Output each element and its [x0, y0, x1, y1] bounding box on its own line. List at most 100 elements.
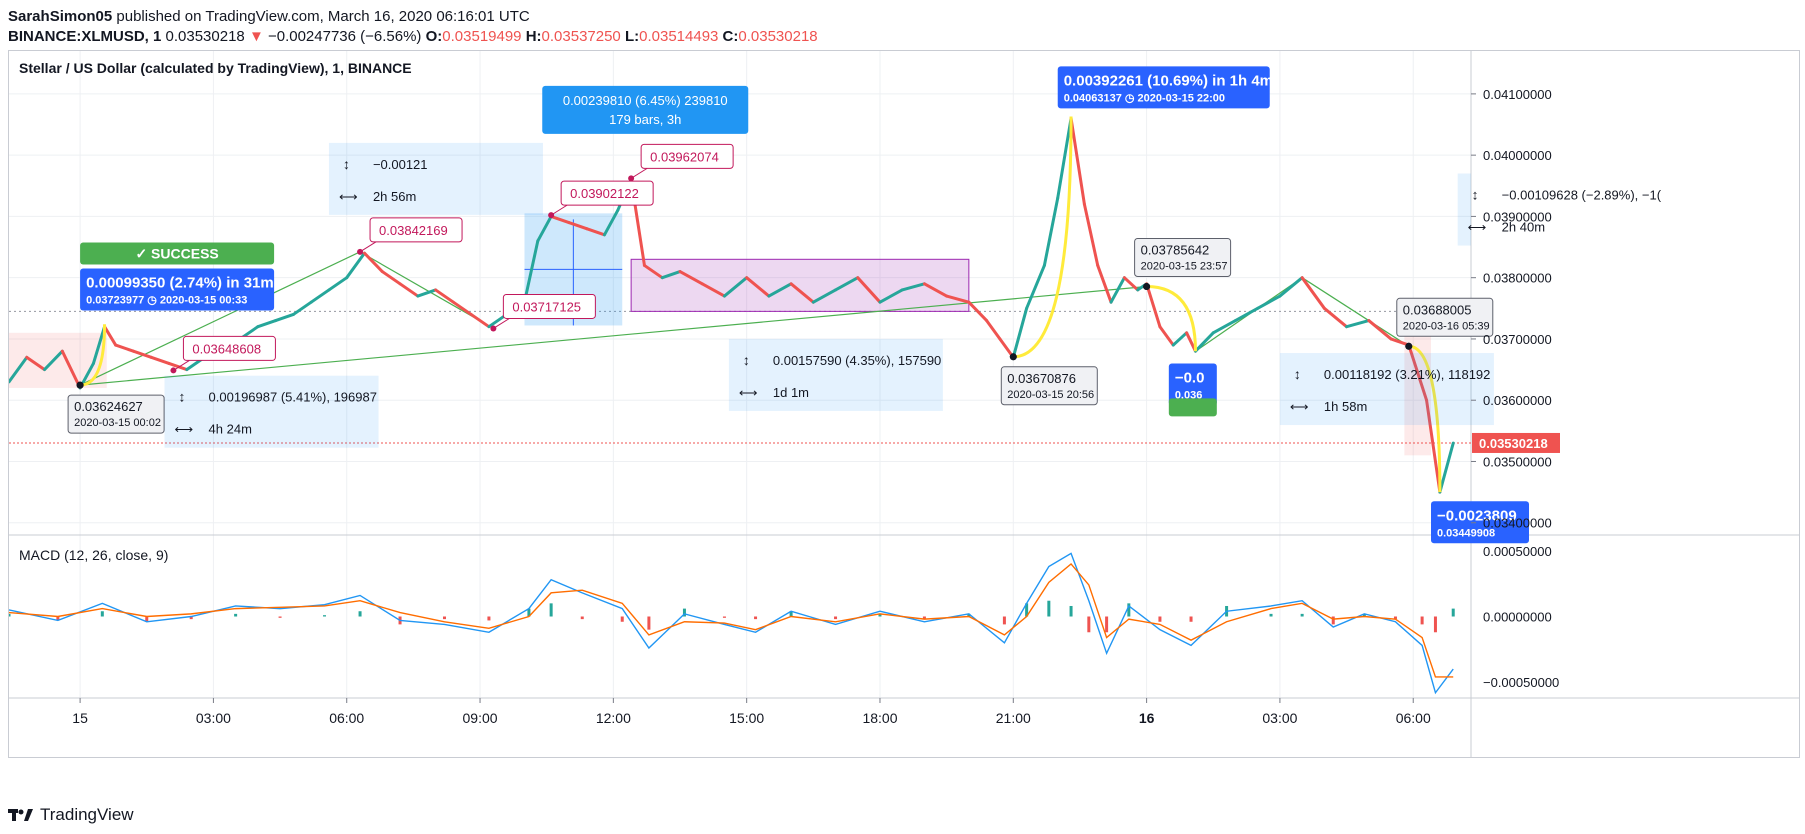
price-segment	[900, 282, 926, 292]
price-segment	[549, 214, 571, 225]
macd-histogram-bar	[1420, 616, 1424, 625]
measure-span: 2h 40m	[1502, 220, 1545, 235]
macd-histogram-bar	[722, 616, 726, 618]
price-label-box	[560, 180, 654, 206]
measure-delta: −0.00121	[373, 157, 428, 172]
macd-histogram-bar	[1158, 616, 1162, 622]
high-label: H:	[525, 28, 542, 45]
chart-axes: 0.03400000 0.03500000 0.03600000 0.03700000…	[72, 87, 1560, 726]
price-segment	[967, 300, 989, 323]
price-label-dot	[628, 175, 635, 182]
symbol-label: BINANCE:XLMUSD, 1	[8, 28, 162, 45]
price-segment	[434, 288, 455, 304]
macd-histogram-bar	[56, 616, 60, 621]
measure-arrow-icon: ↕	[1294, 366, 1301, 382]
measure-panel: ↕ −0.00109628 (−2.89%), −1(⟷ 2h 40m	[1457, 173, 1662, 246]
forecast-box	[1431, 501, 1530, 544]
price-label-value: 0.03842169	[379, 223, 448, 238]
chart-title: Stellar / US Dollar (calculated by Tradi…	[19, 60, 412, 76]
price-label-value: 0.03648608	[192, 341, 261, 356]
price-segment	[789, 282, 815, 304]
measure-arrow-icon: ↕	[1472, 187, 1479, 203]
ohlc-line: BINANCE:XLMUSD, 1 0.03530218 ▼ −0.002477…	[8, 28, 818, 45]
macd-histogram-bar	[922, 616, 926, 620]
price-label-box	[1000, 366, 1098, 406]
price-segment	[1322, 306, 1349, 329]
time-tick-label: 15:00	[729, 710, 764, 726]
price-series	[7, 116, 1455, 494]
macd-series	[7, 552, 1455, 695]
price-label-value: 0.03717125	[512, 299, 581, 314]
macd-title: MACD (12, 26, close, 9)	[19, 547, 168, 563]
price-segment	[291, 300, 313, 316]
measure-arrow-icon: ↕	[343, 156, 350, 172]
price-label-time: 2020-03-15 00:02	[74, 417, 161, 429]
measure-span-icon: ⟷	[339, 189, 358, 204]
price-segment	[522, 239, 540, 304]
macd-histogram-bar	[682, 608, 686, 617]
forecast-target: 0.04063137 ◷ 2020-03-15 22:00	[1064, 92, 1225, 104]
price-segment	[1145, 282, 1162, 329]
price-segment	[1367, 319, 1393, 341]
price-segment	[1256, 294, 1282, 310]
trend-line	[1301, 277, 1410, 347]
macd-histogram-bar	[487, 616, 491, 621]
macd-histogram-bar	[754, 616, 758, 620]
price-segment	[678, 270, 704, 286]
price-segment	[1300, 276, 1326, 310]
price-segment	[536, 214, 553, 243]
price-segment	[114, 343, 135, 353]
price-label-dot	[1405, 342, 1413, 350]
price-segment	[985, 319, 1002, 341]
author-name[interactable]: SarahSimon05	[8, 8, 113, 25]
price-segment	[1278, 276, 1304, 298]
forecast-box	[1168, 363, 1217, 406]
macd-histogram-bar	[7, 613, 11, 617]
measure-panel-box	[728, 338, 943, 411]
price-label-time: 2020-03-15 20:56	[1007, 389, 1094, 401]
macd-histogram-bar	[1189, 616, 1193, 622]
footer-brand[interactable]: TradingView	[8, 805, 134, 825]
price-label-box	[67, 394, 165, 434]
measure-panel-box	[328, 142, 543, 215]
measure-arrow-icon: ↕	[179, 389, 186, 405]
forecast-target: 0.03723977 ◷ 2020-03-15 00:33	[86, 294, 247, 306]
macd-histogram-bar	[878, 613, 882, 617]
macd-histogram-bar	[1300, 613, 1304, 617]
measure-panel-box	[1457, 173, 1471, 246]
price-segment	[345, 251, 367, 280]
price-segment	[1425, 398, 1442, 494]
macd-line	[8, 552, 1454, 695]
current-price-label: 0.03530218	[1479, 436, 1548, 451]
price-segment	[363, 251, 384, 274]
price-label-pointer	[493, 318, 510, 329]
macd-histogram-bar	[549, 603, 553, 617]
macd-histogram-bar	[1433, 616, 1437, 633]
macd-histogram-bar	[442, 616, 446, 620]
price-label: 0.03670876 2020-03-15 20:56	[1000, 353, 1098, 406]
macd-histogram-bar	[1127, 603, 1131, 617]
measure-span: 179 bars, 3h	[609, 112, 681, 127]
chart-grid	[9, 51, 1799, 757]
macd-histogram-bar	[1331, 616, 1335, 625]
price-tick-label: 0.03600000	[1483, 393, 1552, 408]
measure-span: 1h 58m	[1324, 399, 1367, 414]
price-segment	[274, 312, 295, 323]
price-tick-label: 0.03800000	[1483, 271, 1552, 286]
price-label-dot	[1009, 353, 1017, 361]
price-label-pointer	[173, 360, 190, 371]
price-segment	[149, 355, 171, 365]
projection-curve	[1013, 116, 1073, 359]
trend-line	[79, 251, 361, 386]
price-label-dot	[357, 248, 364, 255]
price-label-box	[640, 143, 734, 169]
measure-delta: 0.00239810 (6.45%) 239810	[563, 93, 728, 108]
down-triangle-icon: ▼	[248, 28, 264, 45]
macd-histogram-bar	[620, 616, 624, 622]
price-segment	[1171, 331, 1189, 347]
price-label-time: 2020-03-16 05:39	[1403, 320, 1490, 332]
price-segment	[256, 319, 278, 329]
macd-tick-label: 0.00000000	[1483, 610, 1552, 625]
measure-arrow-icon: ↕	[743, 352, 750, 368]
